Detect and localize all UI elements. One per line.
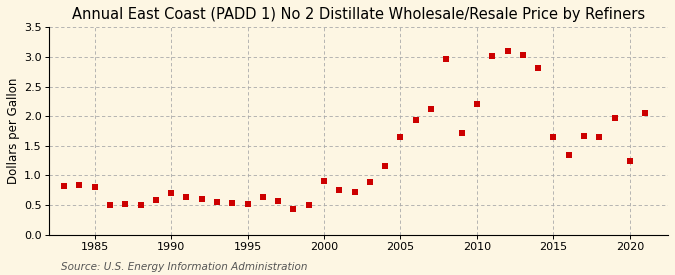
Point	[441, 56, 452, 61]
Point	[227, 201, 238, 205]
Point	[349, 190, 360, 194]
Point	[456, 131, 467, 135]
Point	[502, 49, 513, 53]
Point	[380, 164, 391, 169]
Point	[181, 195, 192, 199]
Point	[410, 118, 421, 122]
Point	[563, 152, 574, 157]
Point	[609, 116, 620, 120]
Point	[533, 65, 543, 70]
Point	[487, 54, 497, 58]
Point	[59, 184, 70, 188]
Point	[548, 135, 559, 139]
Point	[89, 185, 100, 189]
Point	[151, 198, 161, 202]
Point	[426, 107, 437, 111]
Text: Source: U.S. Energy Information Administration: Source: U.S. Energy Information Administ…	[61, 262, 307, 272]
Point	[578, 133, 589, 138]
Point	[640, 111, 651, 116]
Title: Annual East Coast (PADD 1) No 2 Distillate Wholesale/Resale Price by Refiners: Annual East Coast (PADD 1) No 2 Distilla…	[72, 7, 645, 22]
Point	[196, 197, 207, 201]
Point	[242, 202, 253, 207]
Y-axis label: Dollars per Gallon: Dollars per Gallon	[7, 78, 20, 184]
Point	[211, 200, 222, 204]
Point	[364, 180, 375, 184]
Point	[105, 203, 115, 207]
Point	[472, 102, 483, 106]
Point	[624, 158, 635, 163]
Point	[74, 183, 85, 187]
Point	[288, 207, 299, 211]
Point	[594, 135, 605, 139]
Point	[273, 199, 284, 203]
Point	[518, 53, 529, 57]
Point	[319, 178, 329, 183]
Point	[120, 202, 131, 206]
Point	[257, 195, 268, 199]
Point	[166, 191, 177, 195]
Point	[395, 135, 406, 139]
Point	[303, 203, 314, 207]
Point	[135, 203, 146, 207]
Point	[334, 187, 345, 192]
